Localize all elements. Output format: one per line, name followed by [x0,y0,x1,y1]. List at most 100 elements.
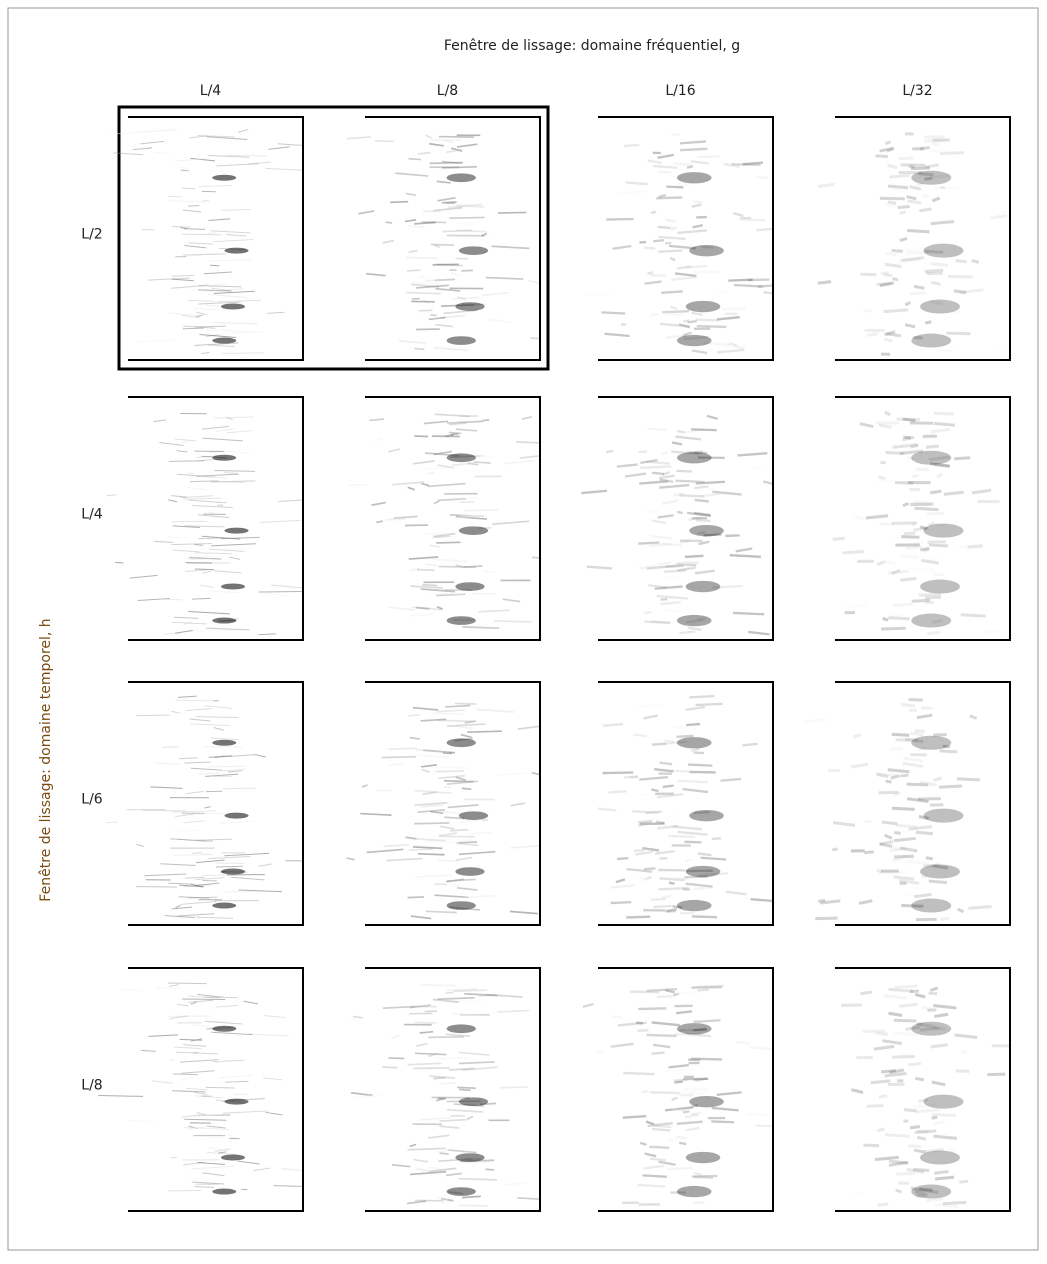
trace [466,498,478,499]
trace [875,1157,899,1159]
trace [924,141,946,142]
trace [413,283,442,284]
trace [530,338,540,339]
blob [459,811,488,820]
trace [883,618,888,620]
trace [940,919,949,920]
trace [888,186,908,188]
trace [689,696,714,697]
trace [601,312,625,313]
trace [679,495,704,496]
trace [680,149,707,150]
blob [455,302,484,311]
blob [459,246,488,255]
trace [733,613,764,614]
trace [623,1073,654,1074]
trace [692,916,717,917]
blob [225,1099,249,1105]
trace [919,209,931,211]
trace [406,293,441,294]
trace [680,541,703,542]
blob [677,172,712,183]
trace [888,770,910,772]
blob [459,1097,488,1106]
blob [447,453,476,462]
trace [680,632,695,634]
trace [888,571,909,573]
trace [751,467,764,468]
blob [911,614,951,628]
trace [919,595,941,596]
trace [956,1071,970,1072]
trace [931,222,954,224]
trace [444,787,451,788]
trace [915,1078,924,1080]
trace [696,520,711,521]
trace [929,545,948,546]
trace [674,1082,682,1083]
trace [675,481,704,482]
trace [722,308,746,309]
blob [212,903,236,909]
trace [954,311,959,313]
trace [474,462,491,463]
trace [900,238,907,240]
trace [407,226,424,227]
trace [932,1117,938,1118]
trace [694,753,704,754]
trace [450,217,485,218]
trace [833,538,845,539]
trace [693,201,703,202]
trace [653,240,664,241]
blob [677,900,712,911]
blob [911,736,951,750]
trace [679,1143,686,1144]
trace [623,1116,646,1118]
blob [221,1155,245,1161]
trace [909,700,923,701]
trace [684,842,701,843]
trace [688,765,712,766]
trace [438,860,459,861]
trace [450,830,468,831]
trace [223,788,256,789]
trace [638,1008,666,1009]
trace [665,220,675,222]
trace [691,1115,699,1116]
trace [892,279,898,280]
trace [678,781,708,782]
trace [459,1205,488,1206]
trace [925,270,944,271]
trace [170,1157,177,1158]
trace [168,983,207,984]
trace [467,731,502,732]
trace [930,491,941,493]
blob [212,618,236,624]
trace [903,504,909,506]
trace [464,1162,490,1163]
trace [666,577,678,578]
trace [659,172,671,173]
trace [820,901,840,903]
trace [927,513,944,514]
trace [408,897,424,898]
row-label: L/2 [81,227,102,243]
trace [896,1190,902,1192]
trace [662,452,668,454]
trace [210,265,219,266]
trace [959,547,980,548]
blob [689,245,724,256]
trace [644,248,655,249]
trace [894,856,914,857]
trace [864,852,874,853]
trace [954,291,967,293]
trace [756,177,768,178]
blob [911,899,951,913]
trace [665,314,684,315]
blob [221,304,245,310]
trace [643,1175,667,1176]
trace [382,1067,397,1068]
trace [642,794,647,795]
trace [906,881,914,883]
trace [439,137,474,138]
